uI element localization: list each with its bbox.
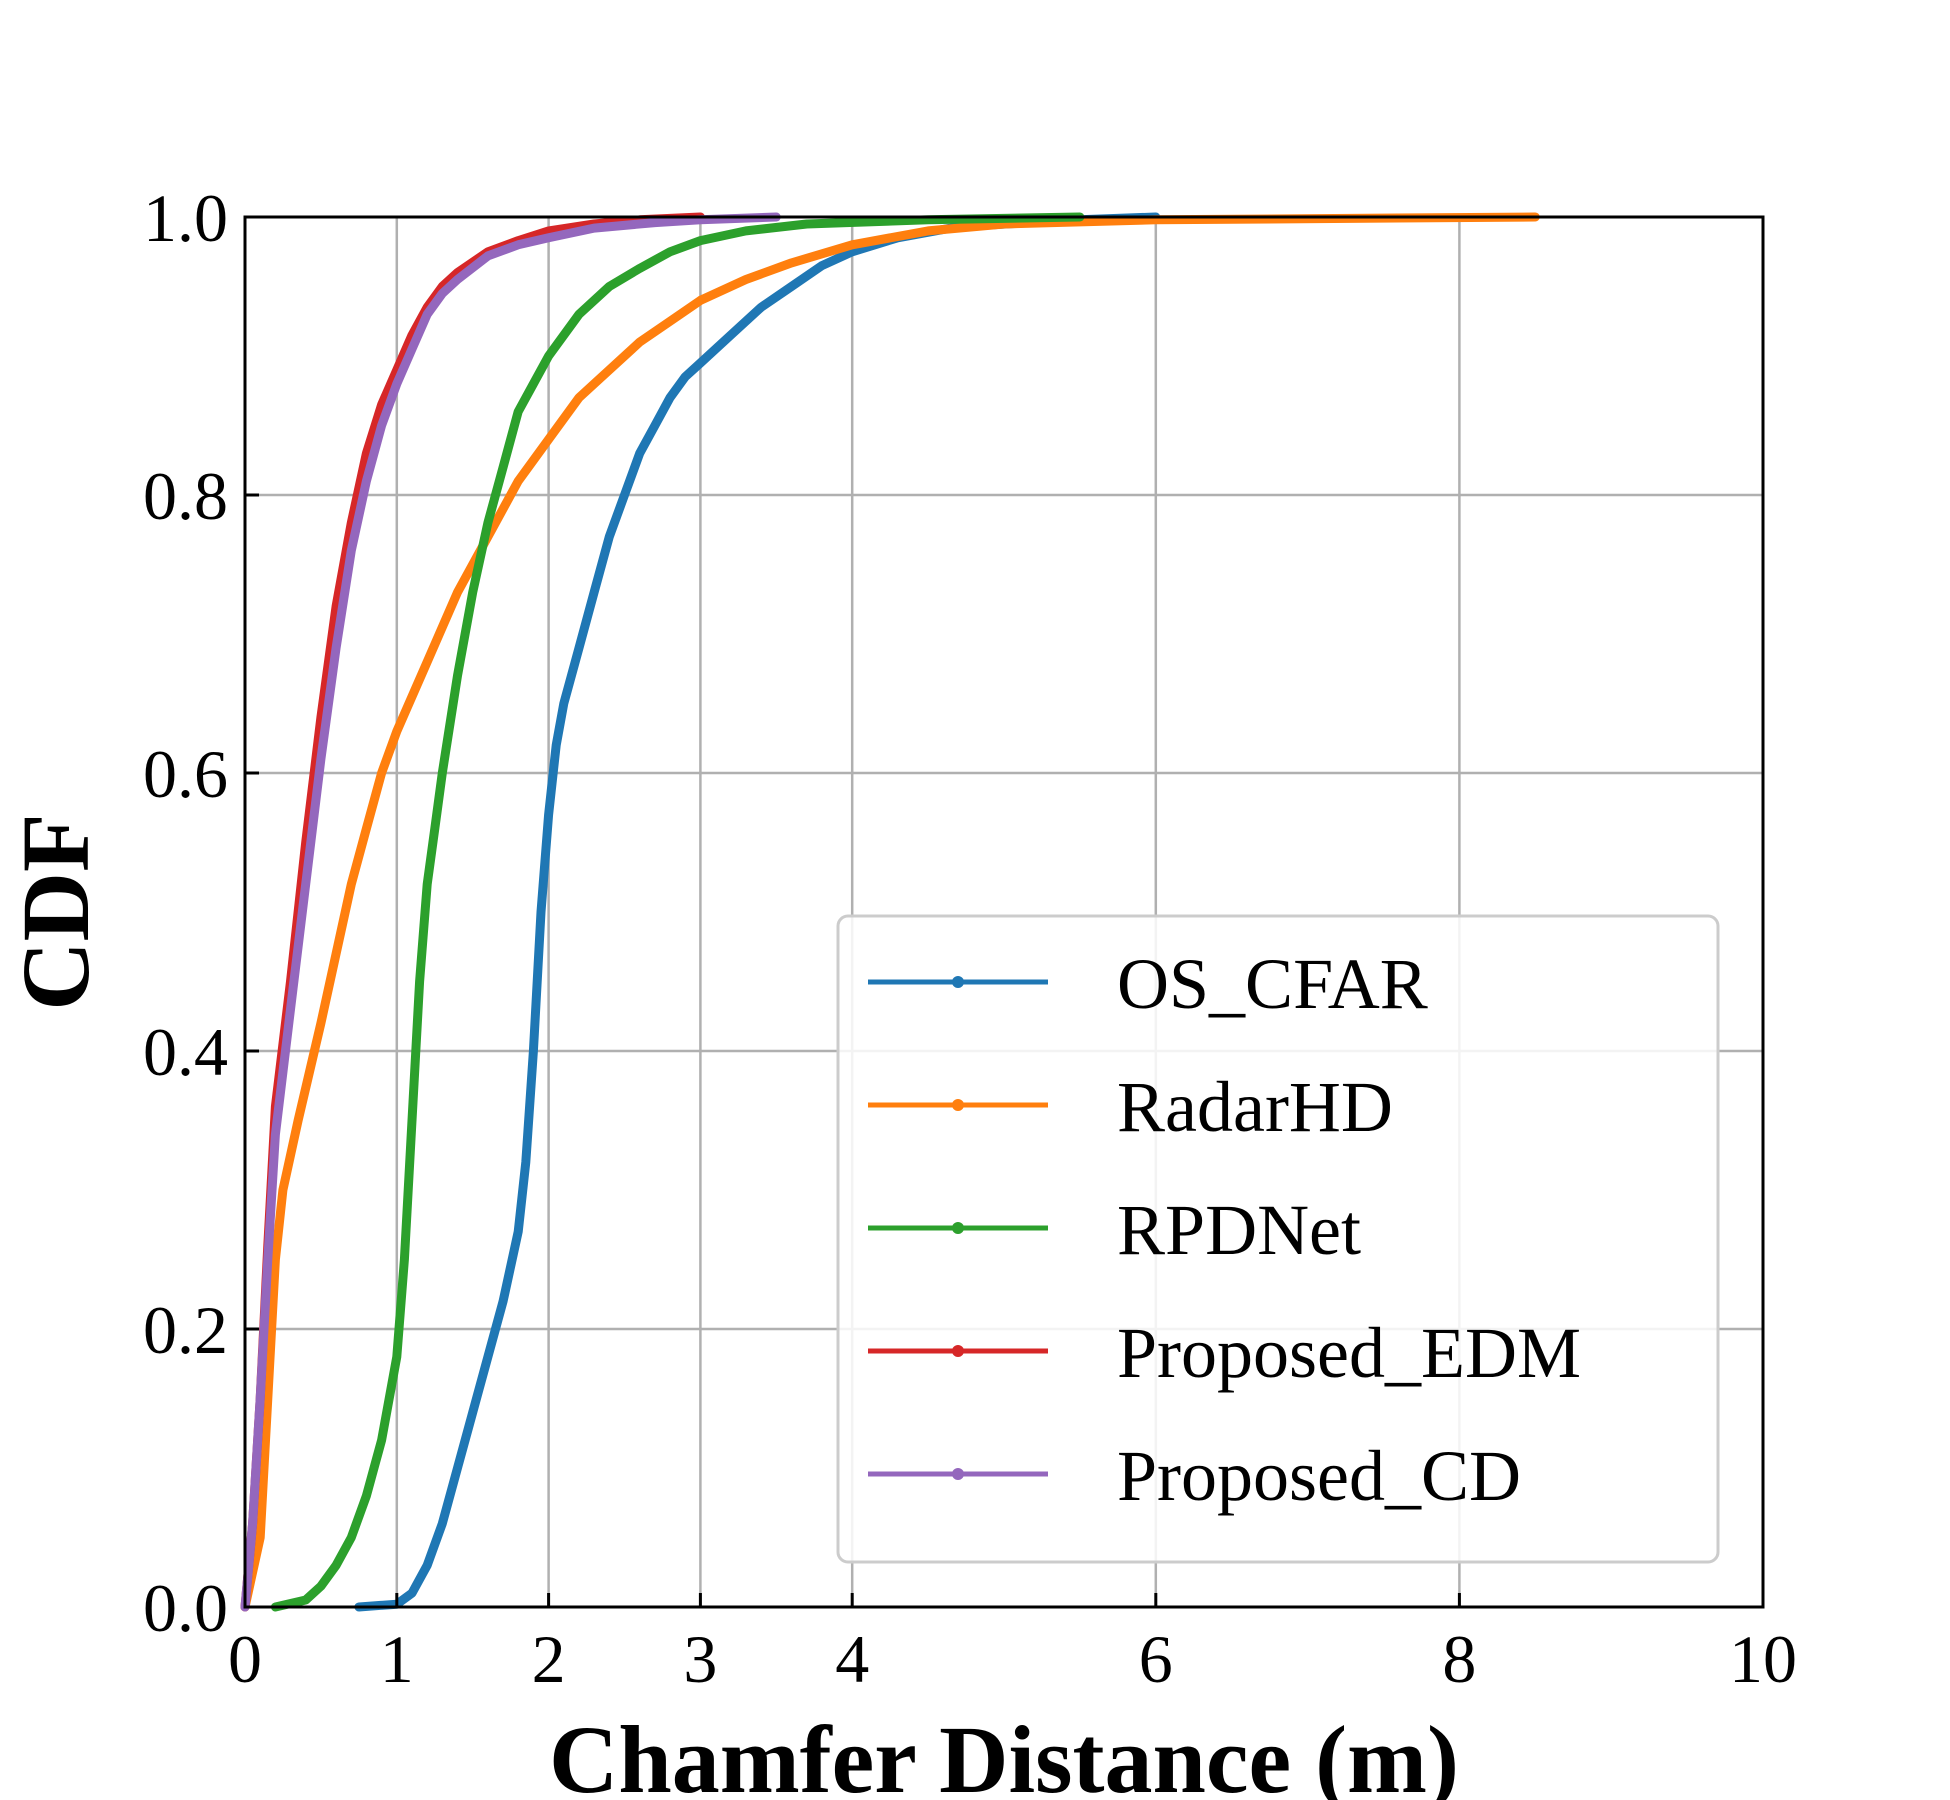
legend-marker bbox=[952, 1345, 964, 1357]
legend-label: Proposed_CD bbox=[1117, 1436, 1521, 1516]
y-tick-label: 0.8 bbox=[143, 458, 228, 534]
x-tick-label: 0 bbox=[228, 1621, 262, 1697]
x-tick-label: 8 bbox=[1442, 1621, 1476, 1697]
series-lines bbox=[240, 212, 1540, 1612]
x-tick-label: 1 bbox=[380, 1621, 414, 1697]
legend-label: RadarHD bbox=[1117, 1067, 1393, 1147]
x-tick-label: 6 bbox=[1139, 1621, 1173, 1697]
y-tick-label: 1.0 bbox=[143, 180, 228, 256]
y-tick-label: 0.4 bbox=[143, 1014, 228, 1090]
legend-box bbox=[836, 914, 1720, 1564]
y-tick-label: 0.6 bbox=[143, 736, 228, 812]
legend-label: Proposed_EDM bbox=[1117, 1313, 1581, 1393]
legend-marker bbox=[952, 976, 964, 988]
axis-ticks: 0 1 2 3 4 6 8 10 0.0 0.2 0.4 0.6 0.8 1.0 bbox=[143, 180, 1797, 1697]
x-tick-label: 10 bbox=[1729, 1621, 1797, 1697]
y-tick-label: 0.2 bbox=[143, 1292, 228, 1368]
plot-frame bbox=[243, 215, 1765, 1609]
legend: OS_CFAR RadarHD RPDNet Proposed_EDM Proposed… bbox=[836, 914, 1720, 1564]
x-tick-label: 3 bbox=[683, 1621, 717, 1697]
series-line-proposed-cd bbox=[240, 212, 781, 1612]
y-axis-title: CDF bbox=[2, 813, 109, 1010]
legend-marker bbox=[952, 1222, 964, 1234]
x-axis-title: Chamfer Distance (m) bbox=[549, 1706, 1459, 1800]
legend-label: OS_CFAR bbox=[1117, 944, 1428, 1024]
series-line-rpdnet bbox=[270, 212, 1085, 1612]
legend-marker bbox=[952, 1468, 964, 1480]
legend-label: RPDNet bbox=[1117, 1190, 1361, 1270]
series-line-os-cfar bbox=[354, 212, 1161, 1612]
y-tick-label: 0.0 bbox=[143, 1570, 228, 1646]
x-tick-label: 4 bbox=[835, 1621, 869, 1697]
x-tick-label: 2 bbox=[532, 1621, 566, 1697]
legend-marker bbox=[952, 1099, 964, 1111]
